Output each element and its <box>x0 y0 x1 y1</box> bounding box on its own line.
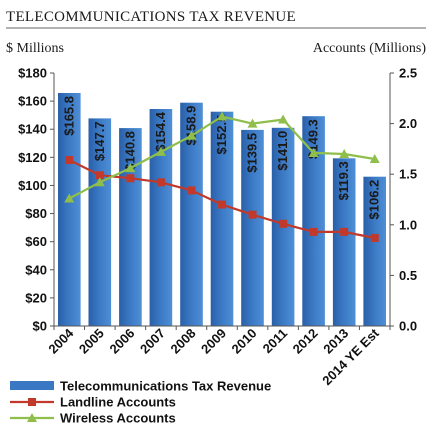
legend-label: Landline Accounts <box>60 395 176 410</box>
landline-accounts-point <box>65 156 74 165</box>
wireless-accounts-point <box>64 193 75 203</box>
legend-label: Telecommunications Tax Revenue <box>60 379 271 394</box>
landline-accounts-point <box>309 227 318 236</box>
bar-revenue-2007 <box>149 109 173 326</box>
wireless-accounts-point <box>217 111 227 121</box>
wireless-accounts-point <box>308 147 319 157</box>
left-tick-label: $160 <box>18 94 47 109</box>
x-tick-label: 2010 <box>229 326 260 357</box>
wireless-accounts-point <box>94 177 105 187</box>
bar-revenue-2004 <box>58 93 81 326</box>
left-tick-label: $20 <box>25 290 47 305</box>
telecommunications-tax-revenue-legend-swatch <box>10 381 54 390</box>
bar-data-label: $154.4 <box>153 111 168 152</box>
plot-area: $165.8 $147.7 $140.8 $154.4 $158.9 $152.5 $139… <box>18 66 417 389</box>
x-tick-label: 2011 <box>260 326 291 357</box>
bar-revenue-2012 <box>302 116 325 326</box>
x-tick-label: 2004 <box>45 325 77 357</box>
bar-revenue-2005 <box>88 118 112 327</box>
bar-revenue-2010 <box>241 129 264 326</box>
bar-revenue-2009 <box>210 111 234 326</box>
bar-data-label: $165.8 <box>61 96 76 136</box>
bar-data-label: $152.5 <box>214 115 229 155</box>
right-tick-label: 2.5 <box>399 66 417 81</box>
right-tick-label: 1.5 <box>399 167 417 182</box>
right-axis-title: Accounts (Millions) <box>313 41 426 56</box>
wireless-accounts-point <box>247 118 258 128</box>
landline-accounts-point <box>126 174 135 183</box>
left-tick-label: $140 <box>18 122 47 137</box>
x-tick-label: 2005 <box>76 326 107 357</box>
right-tick-label: 0.5 <box>399 268 417 283</box>
landline-accounts-point <box>187 186 196 195</box>
x-tick-label: 2008 <box>168 326 199 357</box>
x-tick-label: 2007 <box>137 326 168 357</box>
left-tick-label: $100 <box>18 178 47 193</box>
right-tick-label: 2.0 <box>399 116 417 131</box>
left-axis-title: $ Millions <box>6 41 64 56</box>
bar-revenue-2008 <box>180 102 203 326</box>
bar-revenue-2014-ye-est <box>363 176 386 326</box>
wireless-accounts-point <box>125 163 136 173</box>
bar-data-label: $140.8 <box>122 131 137 171</box>
bar-data-label: $139.5 <box>245 133 260 173</box>
left-tick-label: $120 <box>18 150 47 165</box>
left-tick-label: $60 <box>25 234 47 249</box>
landline-accounts-point <box>156 178 165 187</box>
chart-title: TELECOMMUNICATIONS TAX REVENUE <box>6 9 296 25</box>
landline-accounts-point <box>370 233 379 242</box>
landline-accounts-point <box>218 200 226 209</box>
bar-data-label: $119.3 <box>336 161 351 200</box>
x-tick-label: 2014 YE Est <box>319 325 382 388</box>
left-tick-label: $180 <box>18 66 47 81</box>
landline-accounts-point <box>95 171 104 180</box>
right-tick-label: 0.0 <box>399 319 417 334</box>
landline-accounts-point <box>340 227 349 236</box>
legend-label: Wireless Accounts <box>60 411 176 426</box>
wireless-accounts-point <box>155 146 166 156</box>
wireless-accounts-point <box>369 154 380 164</box>
wireless-accounts-point <box>339 148 350 158</box>
wireless-accounts-point <box>278 114 289 124</box>
x-tick-label: 2006 <box>106 326 137 357</box>
bar-data-label: $141.0 <box>275 131 290 171</box>
bar-data-label: $106.2 <box>367 180 382 220</box>
left-tick-label: $0 <box>33 319 47 334</box>
bar-revenue-2013 <box>332 158 356 326</box>
x-tick-label: 2012 <box>290 326 321 357</box>
landline-accounts-point <box>279 219 288 228</box>
bar-data-label: $158.9 <box>184 106 199 146</box>
left-tick-label: $80 <box>25 206 47 221</box>
x-tick-label: 2009 <box>198 326 229 357</box>
bar-data-label: $147.7 <box>92 121 107 161</box>
landline-accounts-legend-marker <box>28 398 36 406</box>
wireless-accounts-point <box>186 130 197 140</box>
landline-accounts-point <box>248 210 257 219</box>
left-tick-label: $40 <box>25 262 47 277</box>
right-tick-label: 1.0 <box>399 217 417 232</box>
wireless-accounts-legend-marker <box>27 413 37 422</box>
